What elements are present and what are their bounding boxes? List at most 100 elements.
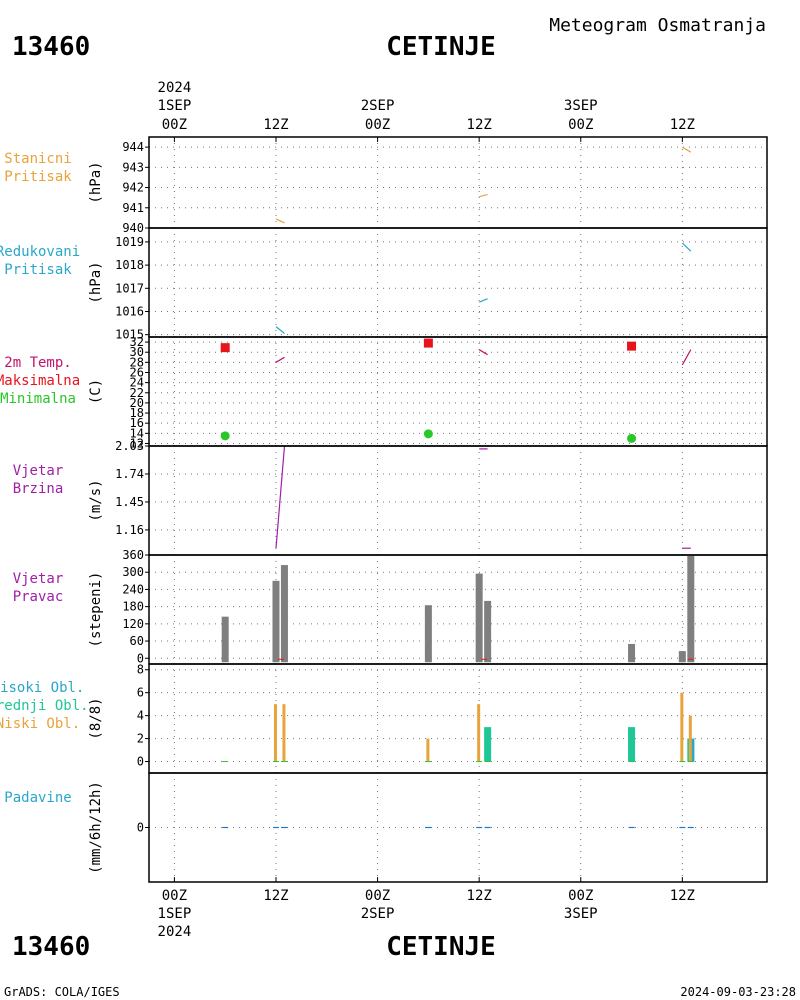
panel-unit: (hPa): [88, 261, 104, 303]
time-label: 12Z: [467, 888, 492, 904]
tmax-point: [220, 343, 230, 353]
temp-line: [478, 349, 488, 356]
series-line: [275, 445, 286, 549]
date-label: 3SEP: [564, 906, 598, 922]
panel-unit: (8/8): [88, 697, 104, 739]
panel-label: Niski Obl.: [0, 716, 80, 732]
time-label: 12Z: [467, 117, 492, 133]
y-tick-label: 0: [137, 755, 144, 769]
time-label: 12Z: [263, 117, 288, 133]
panel-label: 2m Temp.: [4, 355, 71, 371]
product-title: Meteogram Osmatranja: [549, 15, 766, 36]
time-label: 12Z: [670, 117, 695, 133]
cloud-mid-bar: [484, 727, 492, 762]
y-tick-label: 300: [122, 565, 144, 579]
y-tick-label: 8: [137, 663, 144, 677]
panel-label: Vjetar: [13, 571, 64, 587]
series-line: [275, 326, 285, 334]
panel-unit: (C): [88, 379, 104, 404]
panel-frame: [148, 772, 768, 883]
y-tick-label: 22: [130, 386, 144, 400]
cloud-high-bar: [691, 738, 695, 762]
y-tick-label: 942: [122, 181, 144, 195]
panel-frame: [148, 663, 768, 774]
series-line: [479, 194, 488, 198]
panel-label: Pritisak: [4, 262, 72, 278]
y-tick-label: 1017: [115, 281, 144, 295]
panel-label: Stanicni: [4, 151, 71, 167]
y-tick-label: 943: [122, 160, 144, 174]
direction-bar: [628, 643, 636, 663]
tmax-point: [423, 338, 433, 348]
panel-padavine: 0 Padavine (mm/6h/12h): [4, 772, 768, 883]
y-tick-label: 2: [137, 732, 144, 746]
cloud-low-bar: [426, 738, 430, 762]
station-name-top: CETINJE: [386, 32, 496, 62]
panel-frame: [148, 554, 768, 665]
temp-line: [681, 349, 692, 366]
panel-label: Padavine: [4, 790, 71, 806]
panel-frame: [148, 445, 768, 556]
temp-line: [275, 356, 285, 363]
panel-label: Vjetar: [13, 463, 64, 479]
y-tick-label: 16: [130, 416, 144, 430]
date-label: 2SEP: [361, 98, 395, 114]
panel-label: Redukovani: [0, 244, 80, 260]
panel-stanicni: 940 941 942 943 944 Stanicni Pritisak (hPa): [4, 136, 768, 235]
direction-bar: [424, 605, 432, 663]
y-tick-label: 1.45: [115, 495, 144, 509]
bottom-time-axis: 00Z 1SEP 2024 12Z 00Z 2SEP 12Z 00Z 3SEP 12Z: [158, 888, 695, 940]
date-label: 1SEP: [158, 98, 192, 114]
direction-bar: [272, 580, 280, 663]
y-tick-label: 4: [137, 709, 144, 723]
cloud-low-bar: [688, 715, 692, 762]
time-label: 12Z: [263, 888, 288, 904]
y-tick-label: 18: [130, 406, 144, 420]
y-tick-label: 120: [122, 617, 144, 631]
y-tick-label: 14: [130, 426, 144, 440]
panel-unit: (m/s): [88, 479, 104, 521]
series-line: [681, 242, 692, 252]
panel-label: Maksimalna: [0, 373, 80, 389]
panel-label: Minimalna: [0, 391, 76, 407]
direction-bar: [475, 573, 483, 663]
year-label: 2024: [158, 80, 192, 96]
panel-label: Pritisak: [4, 169, 72, 185]
y-tick-label: 1.16: [115, 523, 144, 537]
y-tick-label: 28: [130, 355, 144, 369]
panel-unit: (mm/6h/12h): [88, 781, 104, 874]
panel-oblaci: 0 2 4 6 8 Visoki Obl. Srednji Obl. Niski Obl. (8…: [0, 663, 768, 774]
direction-bar: [280, 565, 288, 663]
panel-redukovani: 1015 1016 1017 1018 1019 Redukovani Pritisak (h…: [0, 227, 768, 342]
direction-bar: [678, 651, 686, 663]
top-time-axis: 00Z 1SEP 2024 12Z 00Z 2SEP 12Z 00Z 3SEP 12Z: [158, 80, 695, 133]
tmax-point: [627, 341, 637, 351]
panel-unit: (hPa): [88, 161, 104, 203]
cloud-low-bar: [477, 704, 481, 762]
y-tick-label: 12: [130, 436, 144, 450]
y-tick-label: 32: [130, 335, 144, 349]
y-tick-label: 1.74: [115, 467, 144, 481]
year-label: 2024: [158, 924, 192, 940]
y-tick-label: 2.03: [115, 439, 144, 453]
y-tick-label: 180: [122, 600, 144, 614]
panel-frame: [148, 227, 768, 338]
time-label: 00Z: [568, 117, 593, 133]
panel-label: Brzina: [13, 481, 64, 497]
panel-pravac: 0 60 120 180 240 300 360 Vjetar Pravac (stepeni): [13, 548, 768, 665]
time-label: 00Z: [365, 117, 390, 133]
panel-label: Srednji Obl.: [0, 698, 89, 714]
cloud-mid-bar: [628, 727, 636, 762]
time-label: 00Z: [568, 888, 593, 904]
y-tick-label: 6: [137, 686, 144, 700]
y-tick-label: 944: [122, 140, 144, 154]
direction-bar: [687, 555, 695, 663]
direction-bar: [221, 616, 229, 663]
direction-bar: [484, 600, 492, 663]
time-label: 00Z: [162, 888, 187, 904]
y-tick-label: 60: [130, 634, 144, 648]
cloud-low-bar: [282, 704, 286, 762]
